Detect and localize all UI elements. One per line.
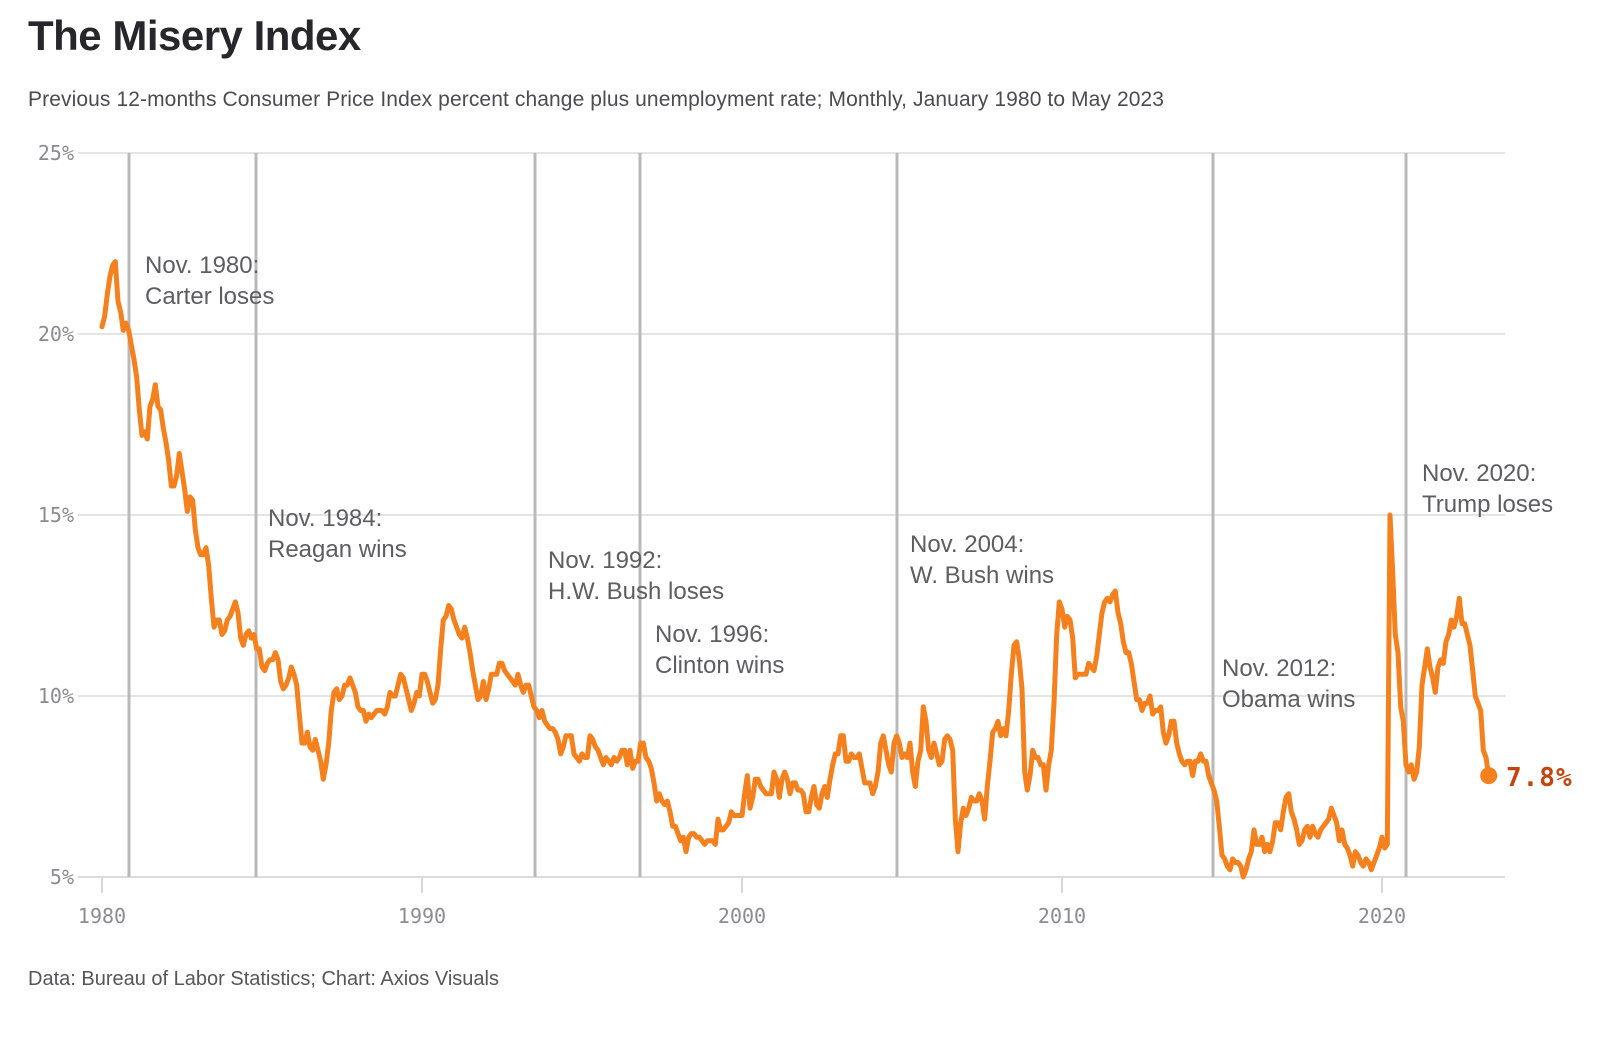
- y-axis-label-10%: 10%: [37, 684, 74, 708]
- end-point-dot: [1480, 767, 1498, 785]
- x-axis-label-2010: 2010: [1037, 904, 1087, 928]
- annotation-date: Nov. 2020:: [1422, 460, 1537, 487]
- annotation-outcome: Carter loses: [145, 283, 275, 310]
- annotation-nov-2004: Nov. 2004: W. Bush wins: [910, 529, 1054, 591]
- annotation-nov-2020: Nov. 2020: Trump loses: [1422, 458, 1553, 520]
- annotation-nov-1992: Nov. 1992: H.W. Bush loses: [548, 545, 724, 607]
- y-axis-label-15%: 15%: [37, 503, 74, 527]
- annotation-date: Nov. 1980:: [145, 252, 260, 279]
- y-axis-label-25%: 25%: [37, 141, 74, 165]
- chart-subtitle: Previous 12-months Consumer Price Index …: [28, 88, 1165, 111]
- page-title: The Misery Index: [28, 12, 361, 59]
- annotation-outcome: Clinton wins: [655, 652, 785, 679]
- annotation-date: Nov. 1984:: [268, 505, 383, 532]
- annotation-date: Nov. 1992:: [548, 547, 663, 574]
- y-axis-label-5%: 5%: [49, 865, 74, 889]
- annotation-outcome: Trump loses: [1422, 491, 1554, 518]
- x-axis-label-2000: 2000: [717, 904, 767, 928]
- misery-index-line: [99, 259, 1492, 880]
- annotation-outcome: Obama wins: [1222, 686, 1356, 713]
- chart-credit: Data: Bureau of Labor Statistics; Chart:…: [28, 968, 499, 990]
- x-axis-label-2020: 2020: [1357, 904, 1407, 928]
- annotation-nov-1996: Nov. 1996: Clinton wins: [655, 619, 784, 681]
- annotation-nov-2012: Nov. 2012: Obama wins: [1222, 653, 1355, 715]
- y-axis-label-20%: 20%: [37, 322, 74, 346]
- annotation-nov-1984: Nov. 1984: Reagan wins: [268, 503, 407, 565]
- annotation-date: Nov. 1996:: [655, 621, 770, 648]
- x-axis-label-1990: 1990: [397, 904, 447, 928]
- annotation-date: Nov. 2012:: [1222, 655, 1337, 682]
- annotation-outcome: W. Bush wins: [910, 562, 1055, 589]
- annotation-date: Nov. 2004:: [910, 531, 1025, 558]
- x-axis-label-1980: 1980: [77, 904, 127, 928]
- annotation-outcome: Reagan wins: [268, 536, 407, 563]
- annotation-nov-1980: Nov. 1980: Carter loses: [145, 250, 274, 312]
- end-value-label: 7.8%: [1506, 763, 1573, 793]
- annotation-outcome: H.W. Bush loses: [548, 578, 725, 605]
